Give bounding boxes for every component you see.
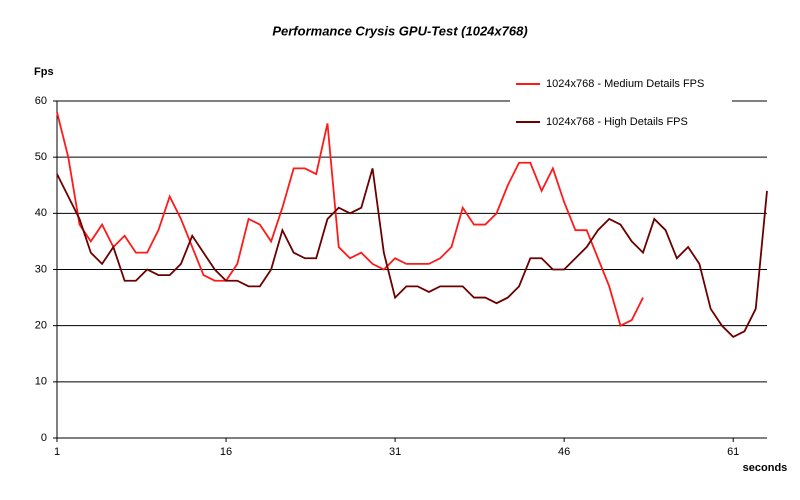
y-tick-label: 40 [35, 207, 47, 219]
chart-title: Performance Crysis GPU-Test (1024x768) [272, 23, 527, 38]
y-tick-label: 0 [41, 432, 47, 444]
series-line [56, 168, 768, 338]
y-tick-label: 30 [35, 263, 47, 275]
legend-box [510, 68, 732, 140]
x-tick-label: 61 [727, 446, 739, 458]
legend-label: 1024x768 - High Details FPS [546, 116, 688, 128]
y-tick-label: 20 [35, 320, 47, 332]
legend-label: 1024x768 - Medium Details FPS [546, 78, 704, 90]
x-axis-label: seconds [743, 462, 788, 474]
x-tick-label: 1 [54, 446, 60, 458]
x-tick-label: 31 [389, 446, 401, 458]
series-line [56, 112, 644, 327]
y-axis-label: Fps [34, 66, 54, 78]
y-tick-label: 60 [35, 95, 47, 107]
y-tick-label: 10 [35, 376, 47, 388]
x-tick-label: 16 [220, 446, 232, 458]
y-tick-label: 50 [35, 151, 47, 163]
x-tick-label: 46 [558, 446, 570, 458]
